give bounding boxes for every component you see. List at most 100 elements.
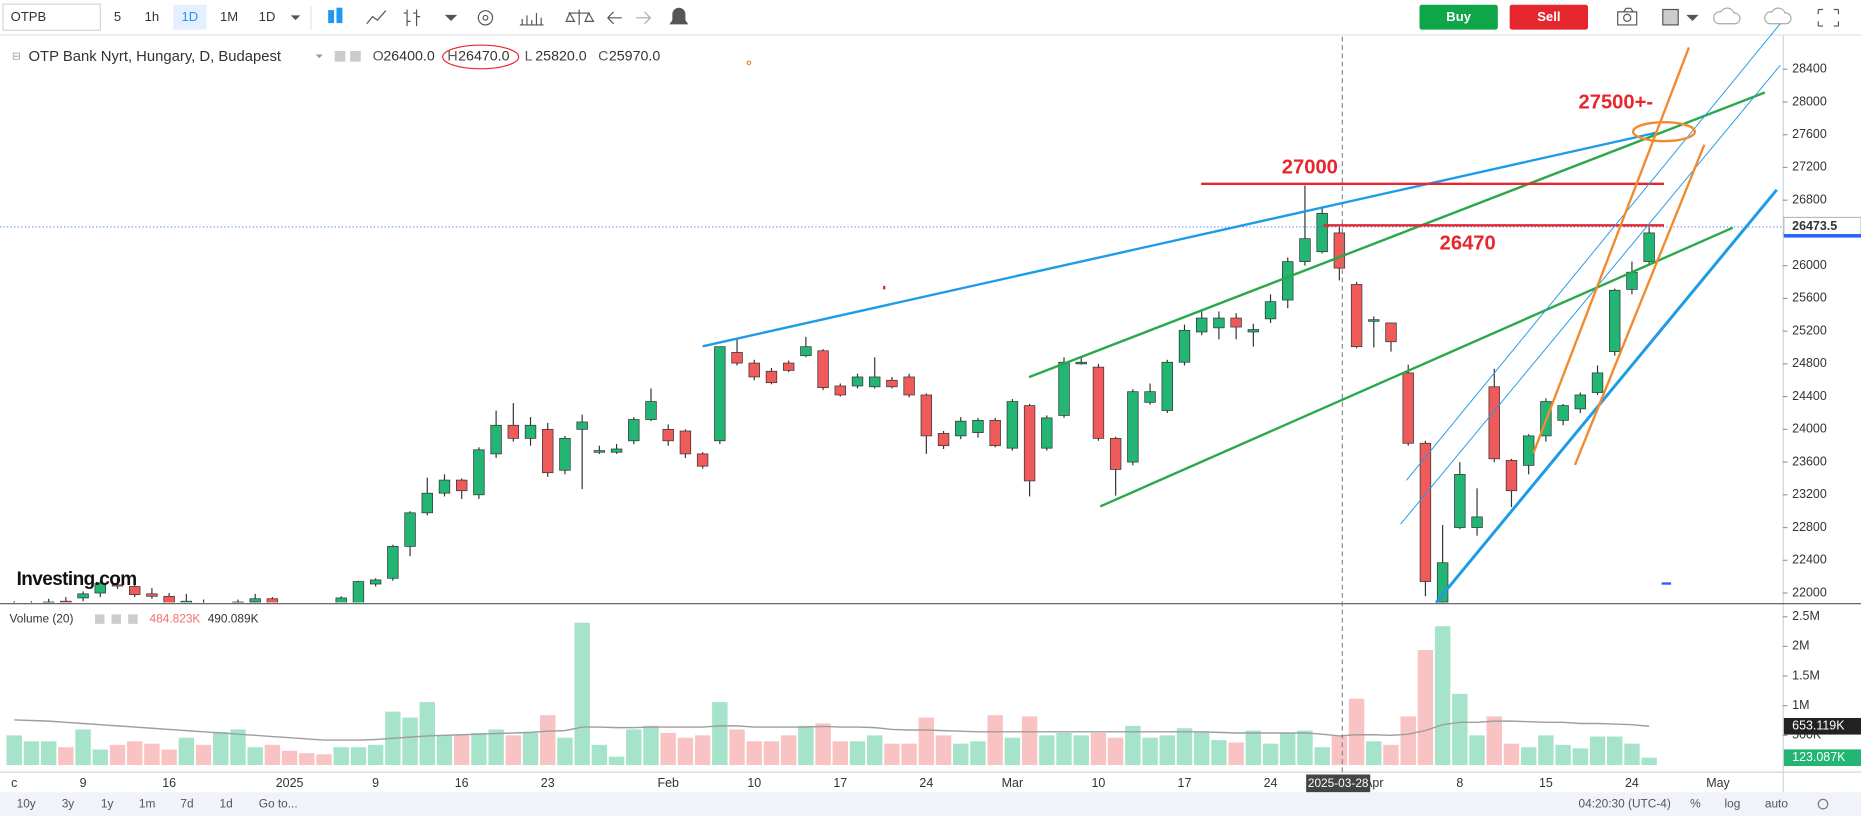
range-button[interactable]: 10y [17, 796, 36, 810]
interval[interactable]: 5 [114, 9, 121, 24]
candle-body [559, 437, 571, 471]
volume-bar [763, 741, 780, 765]
volume-bar [953, 743, 969, 765]
volume-pane [6, 622, 1657, 765]
sell-label[interactable]: Sell [1537, 9, 1560, 24]
candle-body [1127, 391, 1139, 463]
interval[interactable]: 1D [182, 9, 199, 24]
interval-select[interactable]: 1D [259, 9, 276, 24]
volume-bar [109, 744, 126, 765]
volume-bar [1142, 737, 1158, 765]
candle-body [765, 370, 778, 384]
candle-body [869, 376, 881, 388]
candle-body [542, 428, 554, 474]
range-button[interactable]: 1y [101, 796, 114, 810]
ohlc-key: H [447, 49, 457, 65]
candle-body [989, 419, 1001, 447]
volume-bar [970, 741, 986, 765]
candle-body [645, 401, 657, 420]
collapse-icon[interactable]: ⊟ [12, 51, 21, 63]
candle-body [1609, 289, 1621, 352]
range-button[interactable]: 7d [180, 796, 193, 810]
volume-bar [213, 731, 229, 765]
volume-bar [1400, 716, 1416, 765]
volume-bar [333, 747, 349, 765]
candle-body [1471, 516, 1483, 528]
volume-bar [557, 737, 573, 765]
scale-option[interactable]: auto [1765, 796, 1788, 810]
volume-bar [1538, 735, 1554, 765]
y-tick-label: 26000 [1792, 258, 1827, 272]
ohlc-value: 25820.0 [535, 49, 587, 65]
candle-body [232, 601, 244, 603]
interval[interactable]: 1h [145, 9, 160, 24]
volume-bar [1245, 730, 1262, 765]
volume-bar [1624, 743, 1640, 765]
volume-bar [1021, 716, 1038, 765]
buy-label[interactable]: Buy [1446, 9, 1471, 24]
candle-body [920, 394, 933, 437]
sell-button[interactable] [1509, 4, 1589, 30]
candle-body [1282, 261, 1294, 301]
volume-bar [6, 735, 22, 765]
candle-body [817, 350, 829, 388]
buy-button[interactable] [1419, 4, 1498, 30]
volume-bar [264, 744, 281, 765]
candle-body [1488, 386, 1500, 460]
channel-line [1400, 64, 1781, 525]
dropdown-arrow[interactable] [290, 15, 301, 21]
scale-option[interactable]: % [1690, 796, 1701, 810]
ohlc-key: O [373, 49, 384, 65]
candle-body [1591, 372, 1604, 393]
candle-body [455, 479, 468, 492]
y-tick-label: 2M [1792, 639, 1809, 653]
y-tick-label: 22400 [1792, 553, 1827, 567]
symbol[interactable]: OTPB [11, 9, 47, 24]
y-tick-label: 26800 [1792, 192, 1827, 206]
volume-bar [1555, 744, 1571, 765]
range-button[interactable]: 3y [62, 796, 75, 810]
volume-bar [1314, 747, 1330, 765]
dot [883, 285, 886, 290]
y-tick-label: 24000 [1792, 422, 1827, 436]
volume-bar [316, 754, 332, 765]
candle-body [473, 449, 485, 496]
trend-line [1434, 188, 1778, 604]
candle-body [1350, 284, 1363, 348]
y-tick-label: 1.5M [1792, 668, 1820, 682]
y-tick-label: 28000 [1792, 94, 1827, 108]
volume-bar [1228, 742, 1244, 765]
candle-body [1213, 317, 1225, 329]
volume-bar [1469, 735, 1485, 765]
candle-body [42, 601, 55, 603]
volume-bar [626, 729, 642, 765]
volume-bar [230, 729, 246, 765]
volume-bar [935, 735, 952, 765]
y-tick-label: 27600 [1792, 127, 1827, 141]
volume-ma-tag-label: 653.119K [1792, 719, 1845, 733]
volume-bar [75, 729, 91, 765]
volume-bar [1366, 741, 1382, 765]
legend-arrow[interactable] [315, 54, 323, 59]
symbol-box[interactable] [2, 3, 101, 31]
candle-body [1419, 442, 1432, 582]
candle-body [834, 385, 846, 396]
volume-bar [436, 735, 453, 765]
scale-option[interactable]: log [1725, 796, 1741, 810]
goto-button[interactable]: Go to... [259, 796, 298, 810]
trend-line [1573, 144, 1706, 466]
y-tick-label: 24800 [1792, 356, 1827, 370]
y-tick-label: 22000 [1792, 585, 1827, 599]
trend-line [1532, 47, 1691, 454]
volume-bar [918, 717, 935, 765]
volume-bar [1383, 744, 1399, 765]
dot [746, 60, 752, 66]
range-button[interactable]: 1m [139, 796, 156, 810]
range-button[interactable]: 1d [220, 796, 233, 810]
candle-body [593, 450, 606, 453]
interval[interactable]: 1M [220, 9, 238, 24]
candle-body [628, 419, 640, 442]
settings-icon[interactable] [1817, 798, 1829, 810]
volume-bar [729, 729, 745, 765]
volume-tag-label: 123.087K [1792, 750, 1846, 764]
